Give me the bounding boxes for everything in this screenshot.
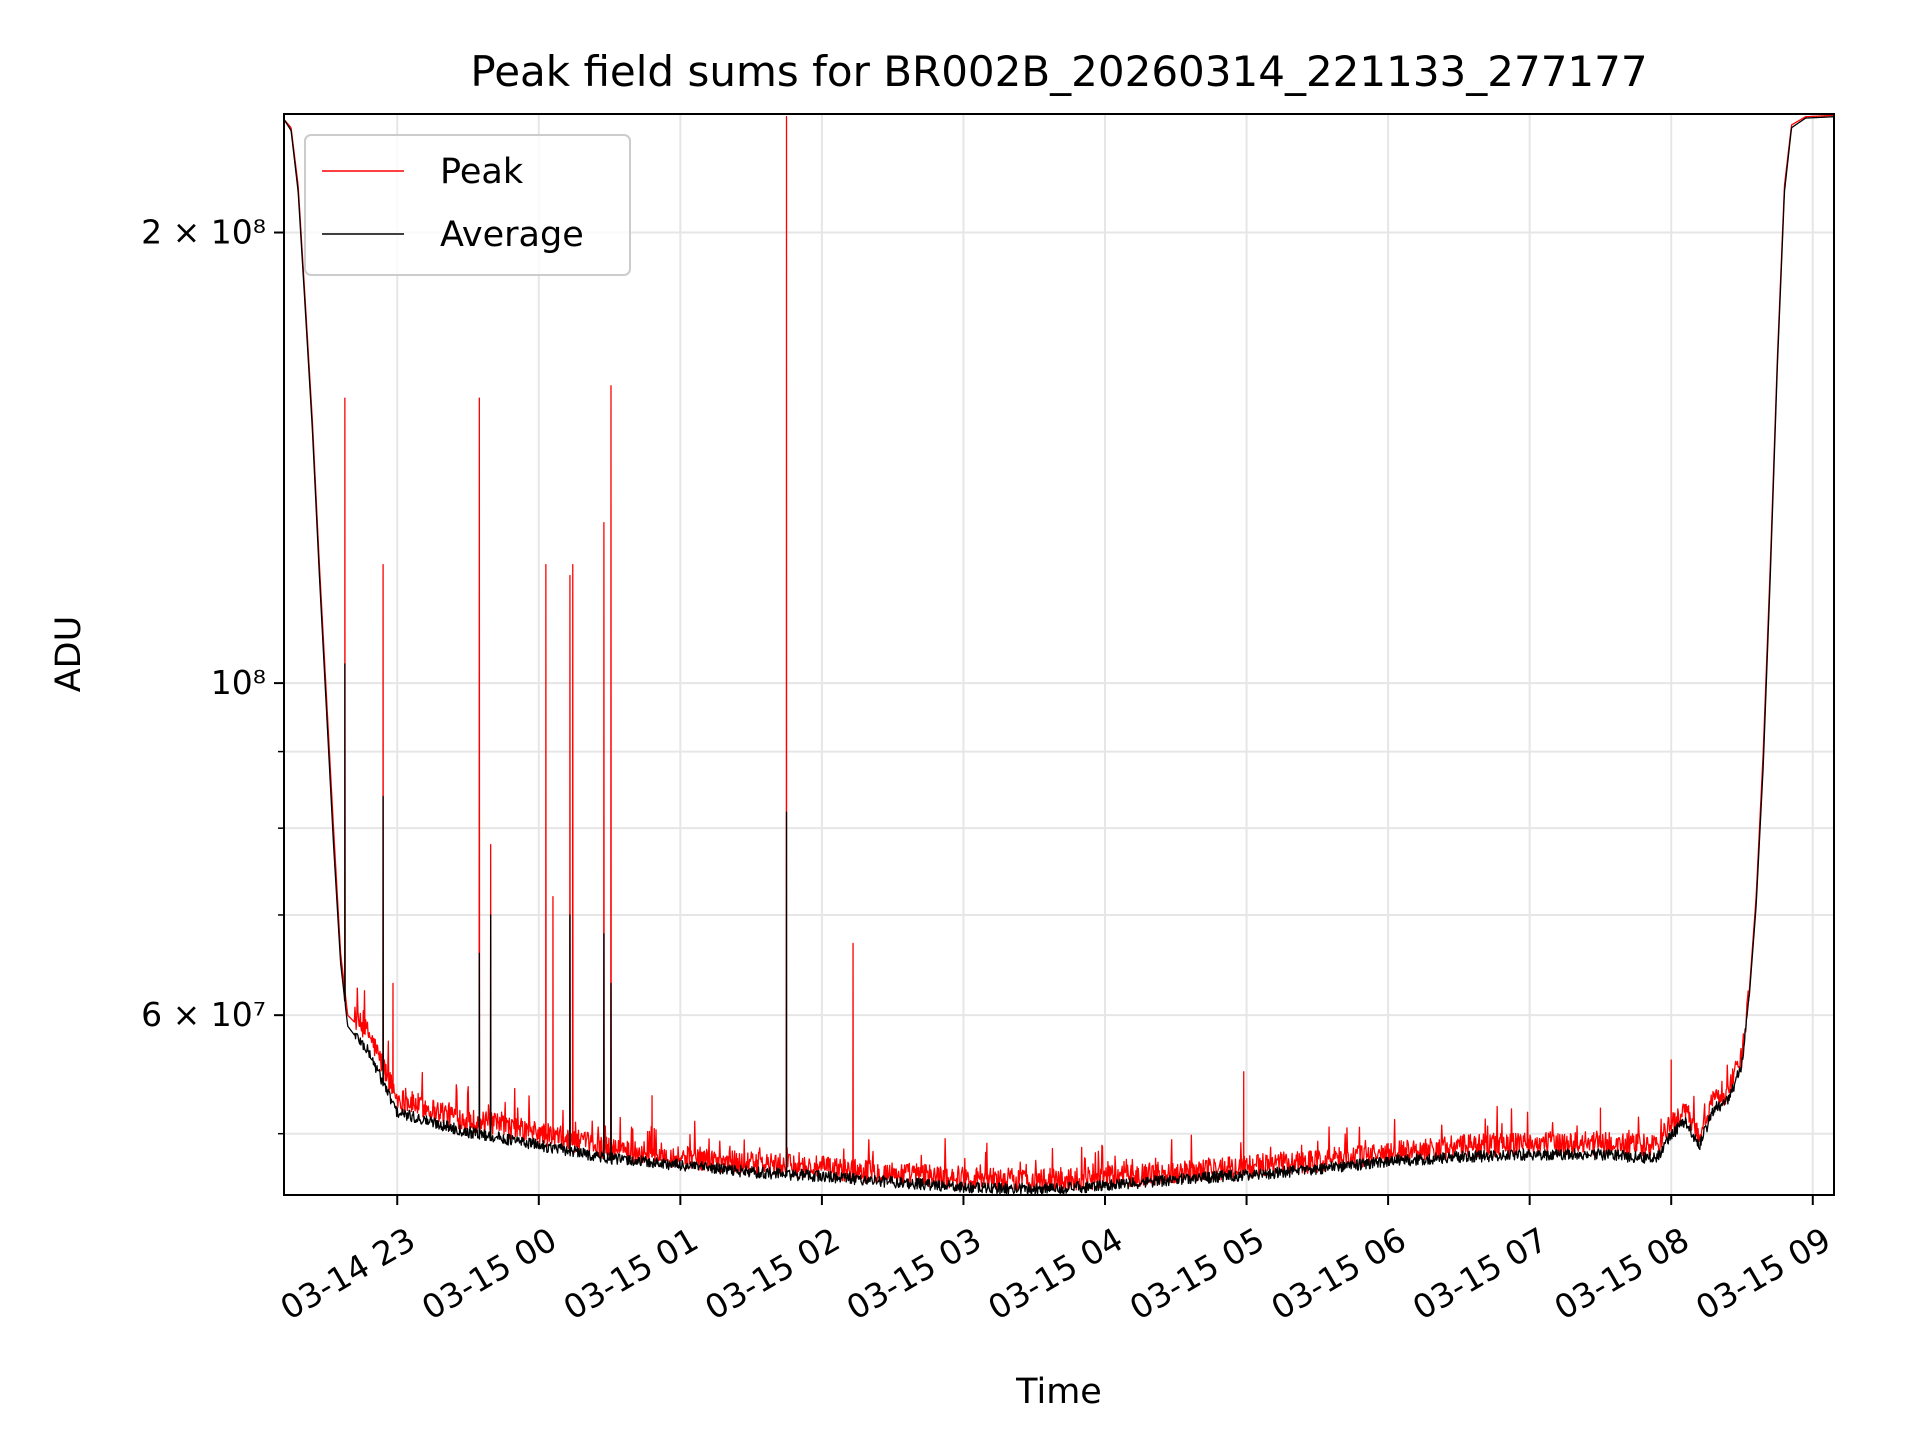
legend: Peak Average: [304, 134, 631, 276]
y-tick-label: 2 × 10⁸: [141, 213, 266, 252]
legend-label-average: Average: [440, 215, 584, 255]
series-line-average: [284, 116, 1834, 1195]
x-axis-title: Time: [1015, 1372, 1102, 1412]
series-layer: [284, 114, 1834, 1195]
y-axis-title: ADU: [49, 616, 89, 693]
y-tick-label: 6 × 10⁷: [141, 995, 266, 1034]
plot-frame: [283, 113, 1835, 1196]
y-tick-label: 10⁸: [211, 663, 266, 702]
legend-box: [304, 134, 631, 276]
chart-title: Peak field sums for BR002B_20260314_2211…: [470, 47, 1647, 96]
legend-label-peak: Peak: [440, 152, 524, 192]
